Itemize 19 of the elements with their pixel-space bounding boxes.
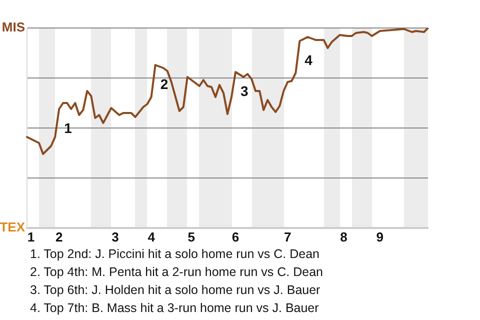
annotation: 4 <box>304 52 313 68</box>
annotation: 2 <box>160 76 168 92</box>
text: 3. Top 6th: J. Holden hit a solo home run vs J. Bauer <box>30 282 322 299</box>
x-tick-label: 8 <box>340 229 348 244</box>
x-tick-label: 5 <box>188 229 196 244</box>
text: 4. Top 7th: B. Mass hit a 3-run home run vs J. Bauer <box>30 300 320 317</box>
text: TEX <box>0 220 26 235</box>
text: 2. Top 4th: M. Penta hit a 2-run home run vs C. Dean <box>30 264 323 281</box>
annotation: 1 <box>64 120 72 136</box>
x-tick-label: 6 <box>232 229 240 244</box>
text: MIS <box>2 20 26 35</box>
text: 1. Top 2nd: J. Piccini hit a solo home run vs C. Dean <box>30 246 321 263</box>
x-tick-label: 1 <box>27 229 35 244</box>
x-tick-label: 3 <box>112 229 119 244</box>
annotation: 3 <box>240 82 249 99</box>
x-tick-label: 9 <box>376 229 384 244</box>
x-tick-label: 7 <box>284 229 292 244</box>
x-tick-label: 2 <box>55 229 63 244</box>
x-tick-label: 4 <box>148 229 156 244</box>
